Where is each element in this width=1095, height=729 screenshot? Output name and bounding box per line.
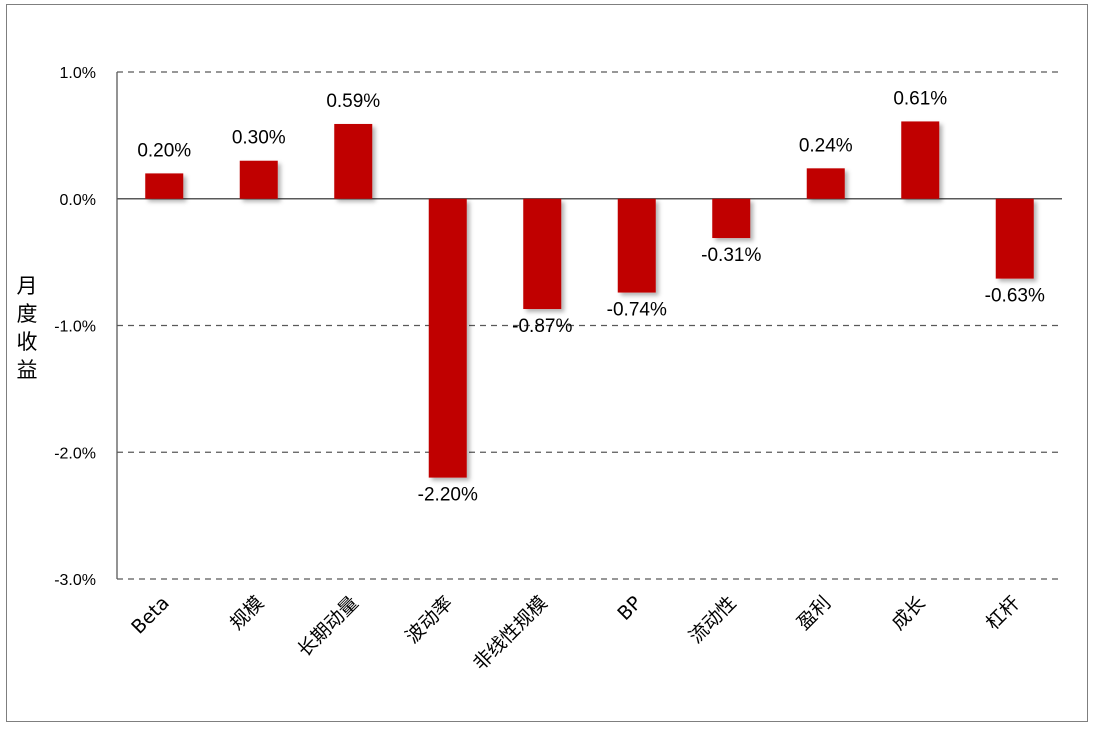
data-label: 0.61% — [893, 88, 947, 109]
data-label: -0.31% — [701, 245, 761, 266]
data-label: -0.63% — [985, 286, 1045, 307]
y-tick-label: 0.0% — [60, 192, 96, 209]
x-tick-label: 非线性规模 — [469, 592, 552, 675]
bar — [428, 198, 467, 478]
bar — [239, 160, 278, 199]
bar — [334, 123, 373, 199]
bar — [995, 198, 1034, 279]
x-tick-label: 流动性 — [685, 592, 741, 648]
x-tick-label: BP — [613, 592, 646, 625]
data-label: 0.59% — [326, 91, 380, 112]
y-tick-label: -2.0% — [54, 445, 96, 462]
bar — [617, 198, 656, 293]
data-label: 0.24% — [799, 135, 853, 156]
x-tick-label: 盈利 — [793, 592, 835, 634]
bar — [901, 121, 940, 199]
bar — [712, 198, 751, 239]
x-tick-label: Beta — [127, 592, 174, 639]
y-tick-label: -1.0% — [54, 319, 96, 336]
y-tick-label: 1.0% — [60, 65, 96, 82]
data-label: 0.20% — [137, 140, 191, 161]
data-label: 0.30% — [232, 128, 286, 149]
bar — [806, 168, 845, 199]
y-axis-label: 月度收益 — [16, 274, 38, 382]
y-tick-label: -3.0% — [54, 572, 96, 589]
data-label: -0.87% — [512, 316, 572, 337]
bar — [523, 198, 562, 310]
x-tick-label: 成长 — [887, 592, 929, 634]
data-label: -0.74% — [607, 300, 667, 321]
x-tick-label: 规模 — [226, 592, 268, 634]
x-tick-label: 波动率 — [401, 592, 457, 648]
x-tick-label: 杠杆 — [982, 592, 1024, 634]
x-tick-label: 长期动量 — [293, 592, 362, 661]
bar — [145, 173, 184, 199]
data-label: -2.20% — [418, 485, 478, 506]
